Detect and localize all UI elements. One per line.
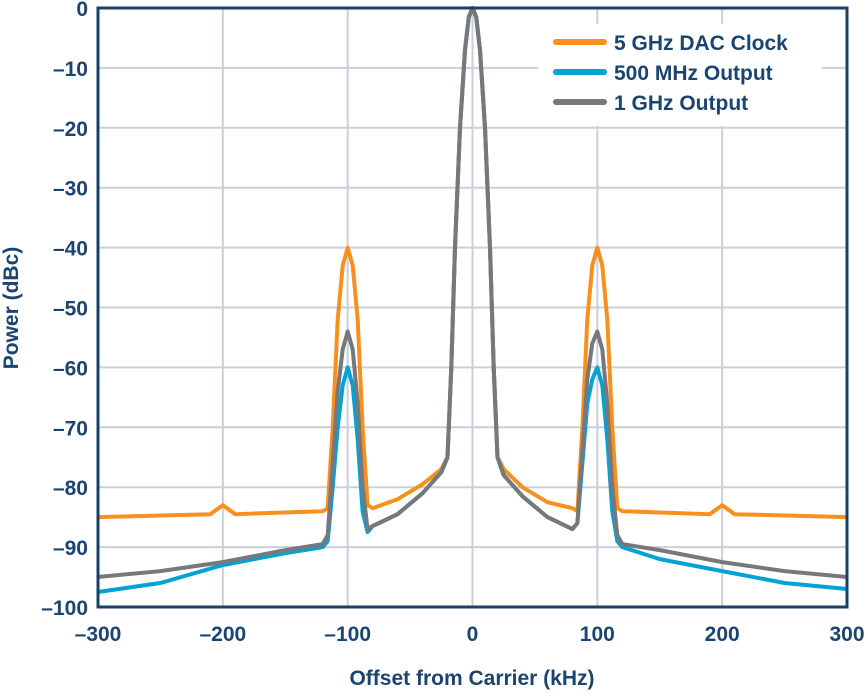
x-tick-label: –100 (324, 623, 371, 646)
x-tick-label: 300 (829, 623, 864, 646)
plot-frame (96, 6, 849, 609)
x-tick-labels: –300 –200 –100 0 100 200 300 (75, 623, 865, 646)
legend-label: 1 GHz Output (614, 92, 748, 115)
y-tick-label: –50 (53, 298, 88, 321)
x-tick-label: –300 (75, 623, 122, 646)
y-tick-label: –90 (53, 537, 88, 560)
y-tick-label: –10 (53, 58, 88, 81)
x-axis-label: Offset from Carrier (kHz) (349, 667, 594, 690)
x-tick-label: 100 (580, 623, 615, 646)
y-tick-labels: 0 –10 –20 –30 –40 –50 –60 –70 –80 –90 –100 (41, 0, 88, 620)
y-tick-label: –70 (53, 417, 88, 440)
x-tick-label: –200 (199, 623, 246, 646)
y-axis-label: Power (dBc) (0, 247, 23, 370)
legend: 5 GHz DAC Clock 500 MHz Output 1 GHz Outpu… (538, 24, 822, 126)
y-tick-label: 0 (76, 0, 88, 21)
y-tick-label: –20 (53, 118, 88, 141)
x-tick-label: 0 (467, 623, 479, 646)
y-tick-label: –40 (53, 238, 88, 261)
x-tick-label: 200 (705, 623, 740, 646)
y-tick-label: –100 (41, 597, 88, 620)
y-tick-label: –60 (53, 357, 88, 380)
y-tick-label: –80 (53, 477, 88, 500)
y-tick-label: –30 (53, 178, 88, 201)
legend-label: 500 MHz Output (614, 62, 773, 85)
legend-label: 5 GHz DAC Clock (614, 32, 788, 55)
